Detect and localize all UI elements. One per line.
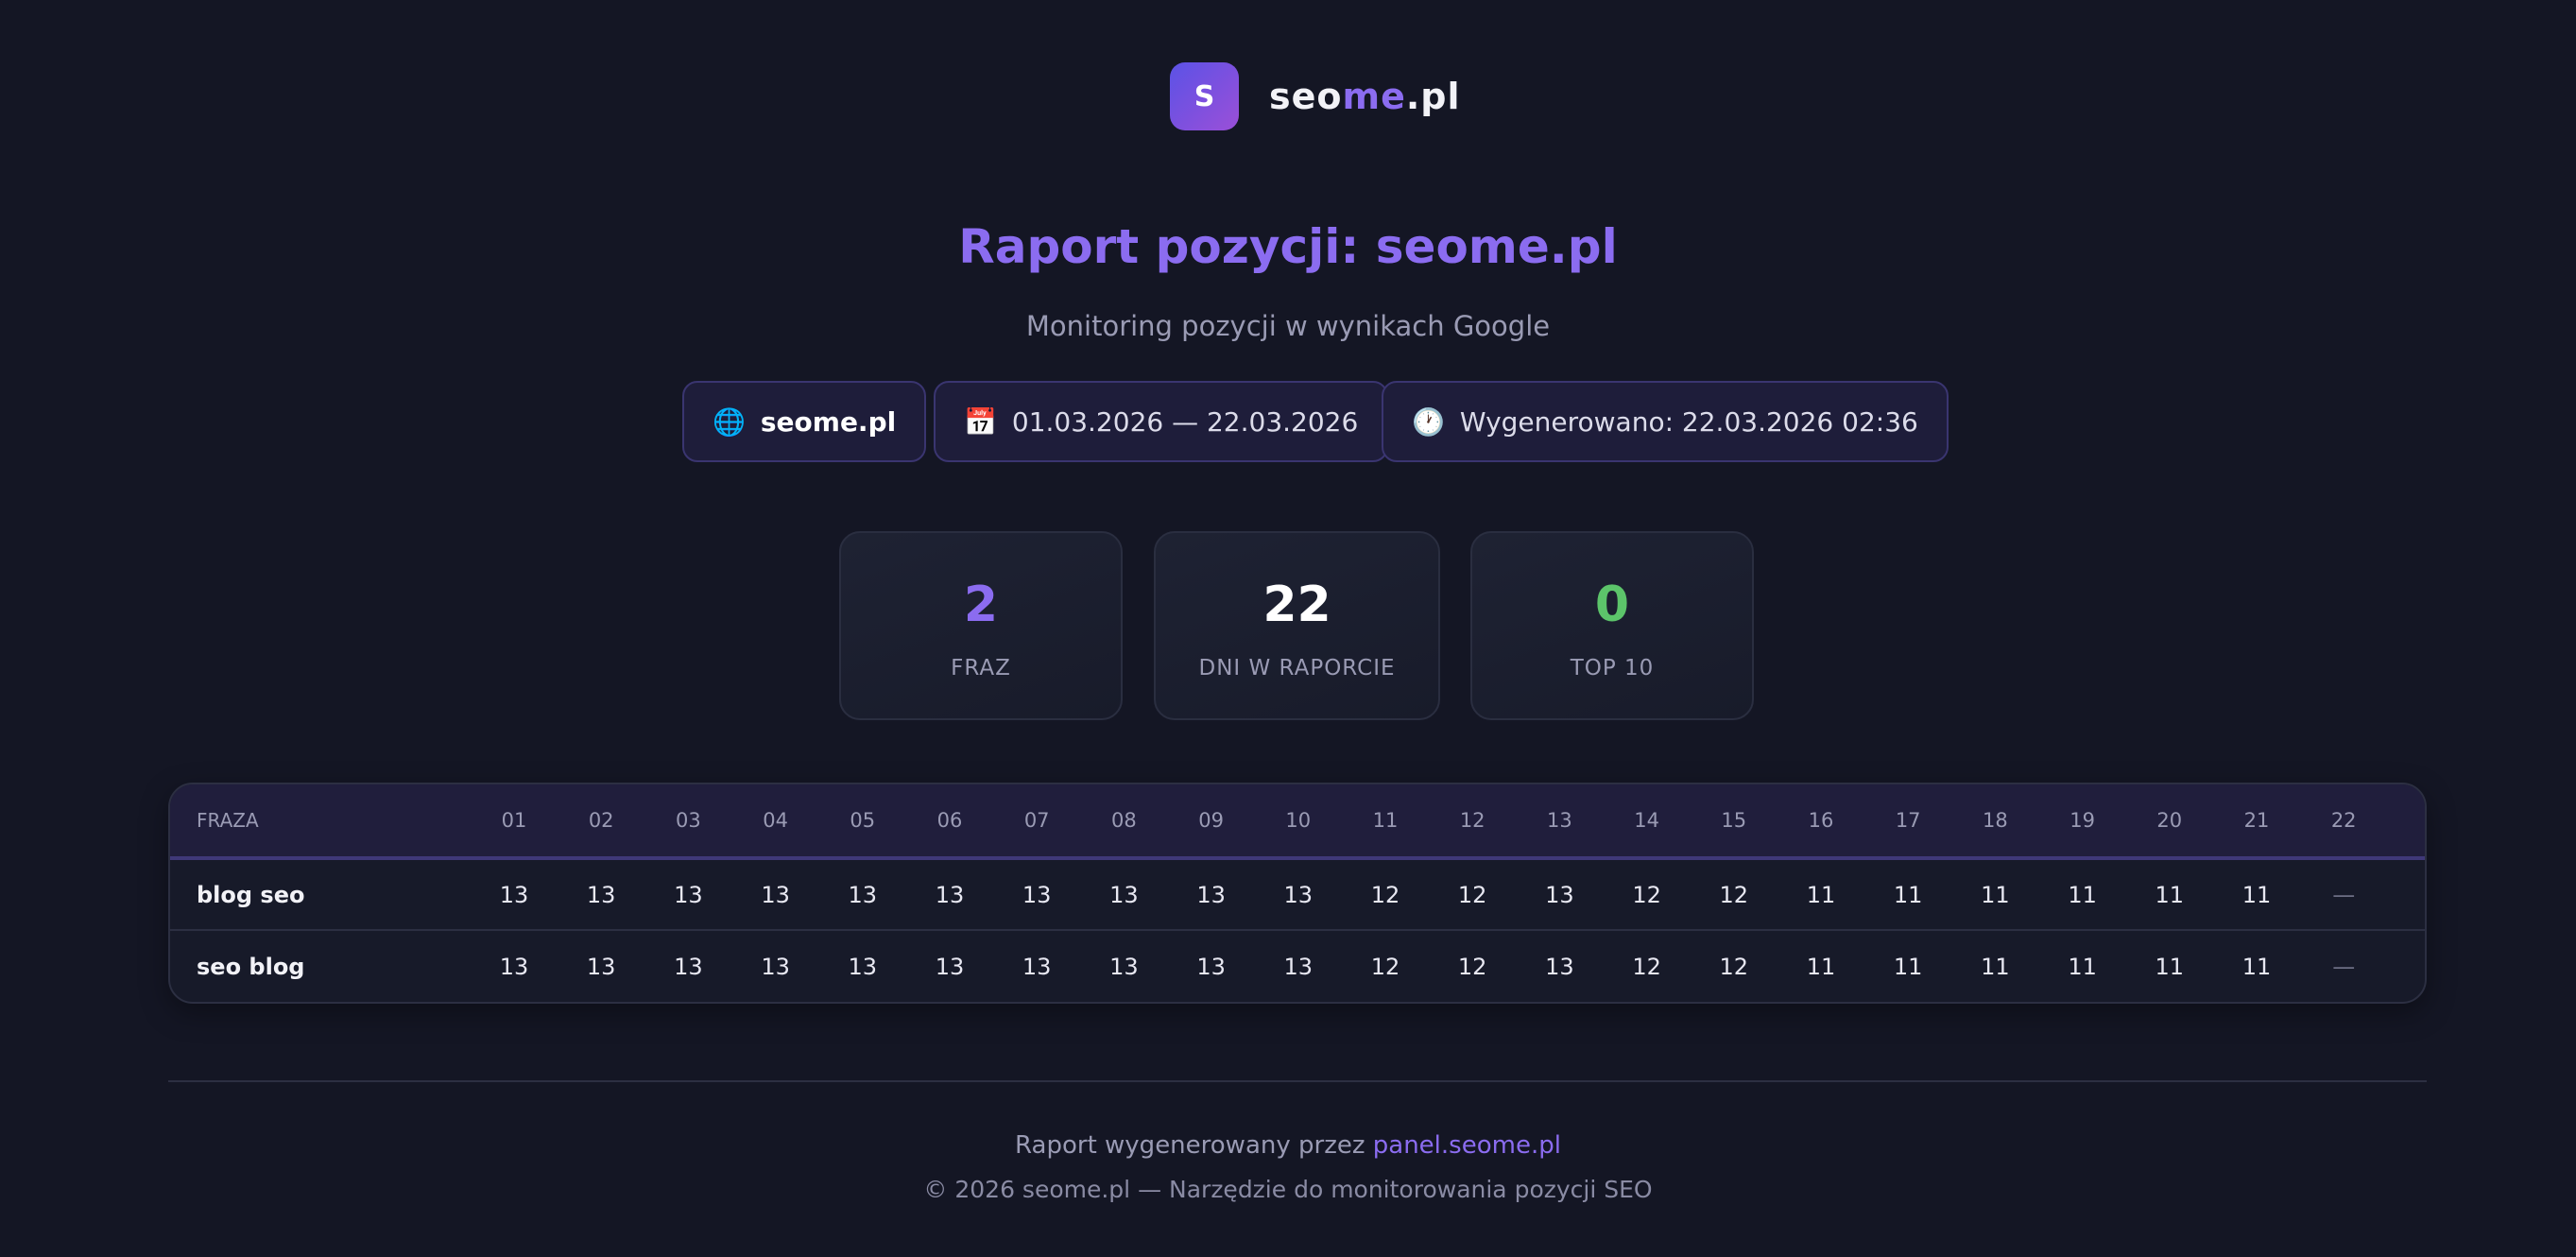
column-header-day: 07 — [1023, 809, 1050, 832]
position-cell: 13 — [674, 953, 703, 980]
stat-card-days: 22 DNI W RAPORCIE — [1154, 531, 1440, 720]
footer-generated: Raport wygenerowany przez panel.seome.pl — [1015, 1131, 1561, 1160]
position-cell: 13 — [1022, 881, 1052, 908]
position-cell: — — [2332, 953, 2356, 980]
position-cell: 13 — [761, 881, 790, 908]
calendar-icon: 📅 — [964, 405, 997, 438]
position-cell: 13 — [935, 953, 965, 980]
position-cell: 13 — [1283, 953, 1314, 980]
position-cell: — — [2332, 881, 2356, 908]
column-header-day: 18 — [1983, 809, 2008, 832]
position-cell: 13 — [848, 953, 878, 980]
stat-card-phrases: 2 FRAZ — [839, 531, 1123, 720]
position-cell: 11 — [1806, 881, 1836, 908]
column-header-day: 22 — [2330, 809, 2357, 832]
position-cell: 11 — [2155, 953, 2185, 980]
footer-divider — [168, 1080, 2427, 1082]
position-cell: 12 — [1457, 881, 1487, 908]
position-cell: 13 — [1109, 881, 1139, 908]
position-cell: 13 — [1545, 953, 1574, 980]
column-header-day: 20 — [2156, 809, 2183, 832]
column-header-day: 16 — [1808, 809, 1834, 832]
position-cell: 11 — [1893, 881, 1923, 908]
position-cell: 12 — [1719, 881, 1749, 908]
phrase-cell: seo blog — [197, 953, 305, 980]
position-cell: 13 — [674, 881, 703, 908]
footer-copyright: © 2026 seome.pl — Narzędzie do monitorow… — [923, 1176, 1653, 1203]
position-cell: 13 — [499, 953, 529, 980]
globe-icon: 🌐 — [713, 405, 746, 438]
logo-text: seome.pl — [1269, 76, 1461, 117]
column-header-day: 21 — [2243, 809, 2270, 832]
stat-card-top10: 0 TOP 10 — [1470, 531, 1754, 720]
column-header-day: 13 — [1547, 809, 1572, 832]
position-cell: 13 — [935, 881, 965, 908]
column-header-day: 08 — [1111, 809, 1137, 832]
page-subtitle: Monitoring pozycji w wynikach Google — [1025, 310, 1551, 342]
stat-value: 22 — [1262, 577, 1331, 633]
stat-value: 0 — [1594, 577, 1630, 633]
column-header-day: 04 — [763, 809, 788, 832]
position-cell: 13 — [1283, 881, 1314, 908]
position-cell: 13 — [1545, 881, 1574, 908]
column-header-day: 02 — [588, 809, 614, 832]
page-title: Raport pozycji: seome.pl — [958, 219, 1618, 274]
position-cell: 12 — [1370, 953, 1400, 980]
positions-table: FRAZA 01 02 03 04 05 06 07 08 09 10 11 12 13 14 15 16 17… — [168, 783, 2427, 1004]
position-cell: 13 — [848, 881, 878, 908]
domain-chip: 🌐 seome.pl — [682, 381, 927, 462]
column-header-day: 10 — [1285, 809, 1312, 832]
table-header: FRAZA 01 02 03 04 05 06 07 08 09 10 11 12 13 14 15 16 17… — [170, 784, 2425, 860]
stat-label: FRAZ — [951, 656, 1011, 680]
table-row: blog seo 13 13 13 13 13 13 13 13 13 13 12 12 13 12 12 11… — [170, 860, 2425, 931]
column-header-day: 09 — [1198, 809, 1224, 832]
position-cell: 11 — [1981, 953, 2010, 980]
position-cell: 13 — [1196, 953, 1226, 980]
generated-chip: 🕐 Wygenerowano: 22.03.2026 02:36 — [1382, 381, 1949, 462]
position-cell: 13 — [1022, 953, 1052, 980]
phrase-cell: blog seo — [197, 881, 305, 908]
position-cell: 13 — [586, 953, 616, 980]
position-cell: 11 — [2241, 881, 2272, 908]
position-cell: 12 — [1632, 881, 1661, 908]
panel-link[interactable]: panel.seome.pl — [1372, 1131, 1561, 1160]
position-cell: 11 — [2068, 881, 2097, 908]
column-header-day: 05 — [850, 809, 876, 832]
position-cell: 11 — [1981, 881, 2010, 908]
position-cell: 11 — [1893, 953, 1923, 980]
column-header-day: 14 — [1634, 809, 1659, 832]
position-cell: 12 — [1632, 953, 1661, 980]
clock-icon: 🕐 — [1412, 405, 1445, 438]
table-row: seo blog 13 13 13 13 13 13 13 13 13 13 12 12 13 12 12 11… — [170, 931, 2425, 1002]
column-header-day: 17 — [1895, 809, 1921, 832]
stat-label: DNI W RAPORCIE — [1198, 656, 1396, 680]
position-cell: 12 — [1370, 881, 1400, 908]
position-cell: 11 — [2155, 881, 2185, 908]
column-header-phrase: FRAZA — [197, 809, 259, 832]
stat-label: TOP 10 — [1570, 656, 1655, 680]
position-cell: 13 — [761, 953, 790, 980]
position-cell: 13 — [1109, 953, 1139, 980]
column-header-day: 11 — [1372, 809, 1399, 832]
position-cell: 11 — [1806, 953, 1836, 980]
column-header-day: 06 — [936, 809, 963, 832]
date-range-chip: 📅 01.03.2026 — 22.03.2026 — [934, 381, 1389, 462]
position-cell: 13 — [1196, 881, 1226, 908]
column-header-day: 01 — [501, 809, 527, 832]
position-cell: 13 — [586, 881, 616, 908]
column-header-day: 19 — [2069, 809, 2095, 832]
column-header-day: 03 — [676, 809, 701, 832]
position-cell: 13 — [499, 881, 529, 908]
column-header-day: 12 — [1459, 809, 1485, 832]
position-cell: 12 — [1719, 953, 1749, 980]
column-header-day: 15 — [1721, 809, 1747, 832]
logo: S seome.pl — [1170, 62, 1461, 130]
position-cell: 11 — [2068, 953, 2097, 980]
position-cell: 12 — [1457, 953, 1487, 980]
position-cell: 11 — [2241, 953, 2272, 980]
logo-icon: S — [1170, 62, 1239, 130]
stat-value: 2 — [963, 577, 999, 633]
